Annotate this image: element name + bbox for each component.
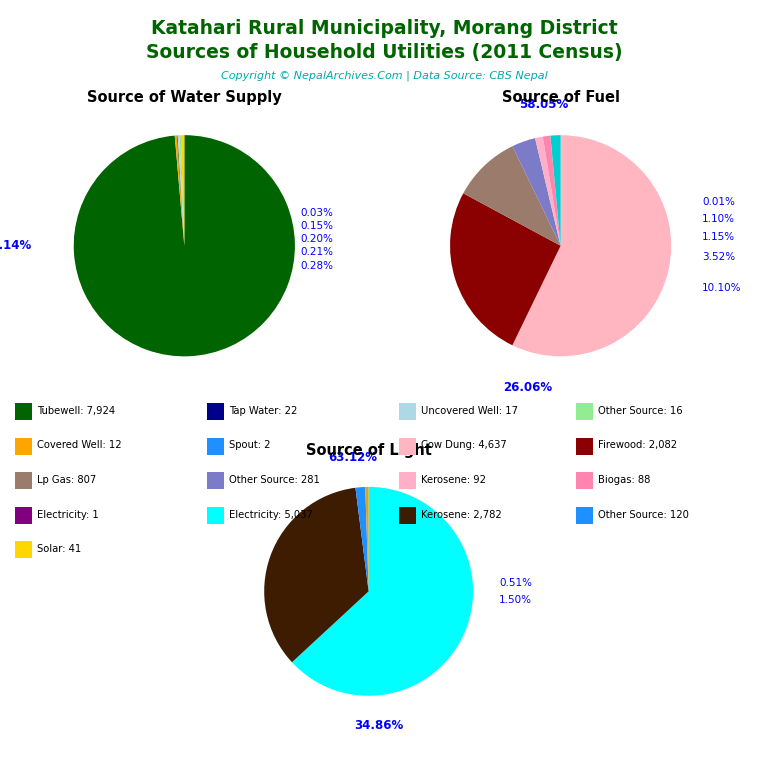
Text: Electricity: 5,037: Electricity: 5,037: [229, 509, 313, 520]
Text: 1.15%: 1.15%: [702, 232, 735, 242]
Wedge shape: [543, 136, 561, 246]
Wedge shape: [463, 146, 561, 246]
Wedge shape: [178, 135, 184, 246]
Title: Source of Light: Source of Light: [306, 443, 432, 458]
Title: Source of Fuel: Source of Fuel: [502, 90, 620, 105]
Text: Firewood: 2,082: Firewood: 2,082: [598, 440, 677, 451]
Text: Other Source: 16: Other Source: 16: [598, 406, 682, 416]
Wedge shape: [74, 135, 295, 356]
Text: Kerosene: 2,782: Kerosene: 2,782: [421, 509, 502, 520]
Text: 10.10%: 10.10%: [702, 283, 742, 293]
Text: 99.14%: 99.14%: [0, 240, 31, 252]
Text: 0.20%: 0.20%: [300, 234, 333, 244]
Text: Solar: 41: Solar: 41: [37, 544, 81, 554]
Wedge shape: [292, 487, 473, 696]
Wedge shape: [177, 135, 184, 246]
Text: Tap Water: 22: Tap Water: 22: [229, 406, 297, 416]
Text: Biogas: 88: Biogas: 88: [598, 475, 650, 485]
Text: 34.86%: 34.86%: [355, 719, 404, 732]
Text: Katahari Rural Municipality, Morang District
Sources of Household Utilities (201: Katahari Rural Municipality, Morang Dist…: [146, 19, 622, 61]
Text: Copyright © NepalArchives.Com | Data Source: CBS Nepal: Copyright © NepalArchives.Com | Data Sou…: [220, 71, 548, 81]
Text: Electricity: 1: Electricity: 1: [37, 509, 98, 520]
Wedge shape: [535, 137, 561, 246]
Wedge shape: [177, 135, 184, 246]
Wedge shape: [551, 136, 561, 246]
Text: 0.15%: 0.15%: [300, 221, 333, 231]
Text: Tubewell: 7,924: Tubewell: 7,924: [37, 406, 115, 416]
Wedge shape: [180, 135, 184, 246]
Text: Cow Dung: 4,637: Cow Dung: 4,637: [421, 440, 507, 451]
Wedge shape: [175, 135, 184, 246]
Text: 1.50%: 1.50%: [499, 594, 532, 604]
Text: 0.28%: 0.28%: [300, 260, 333, 270]
Text: Spout: 2: Spout: 2: [229, 440, 270, 451]
Wedge shape: [179, 135, 184, 246]
Text: 63.12%: 63.12%: [329, 451, 378, 464]
Text: 26.06%: 26.06%: [503, 381, 552, 394]
Text: 58.05%: 58.05%: [519, 98, 568, 111]
Text: 0.51%: 0.51%: [499, 578, 532, 588]
Text: Other Source: 120: Other Source: 120: [598, 509, 688, 520]
Text: 3.52%: 3.52%: [702, 252, 735, 262]
Wedge shape: [264, 488, 369, 662]
Wedge shape: [512, 138, 561, 246]
Text: Kerosene: 92: Kerosene: 92: [421, 475, 486, 485]
Wedge shape: [366, 487, 369, 591]
Wedge shape: [551, 135, 561, 246]
Text: Uncovered Well: 17: Uncovered Well: 17: [421, 406, 518, 416]
Text: Other Source: 281: Other Source: 281: [229, 475, 319, 485]
Text: 0.03%: 0.03%: [300, 207, 333, 217]
Text: Lp Gas: 807: Lp Gas: 807: [37, 475, 96, 485]
Text: 0.01%: 0.01%: [702, 197, 735, 207]
Title: Source of Water Supply: Source of Water Supply: [87, 90, 282, 105]
Wedge shape: [356, 487, 369, 591]
Wedge shape: [512, 135, 671, 356]
Text: 1.10%: 1.10%: [702, 214, 735, 224]
Wedge shape: [450, 194, 561, 346]
Text: Covered Well: 12: Covered Well: 12: [37, 440, 121, 451]
Wedge shape: [180, 135, 184, 246]
Text: 0.21%: 0.21%: [300, 247, 333, 257]
